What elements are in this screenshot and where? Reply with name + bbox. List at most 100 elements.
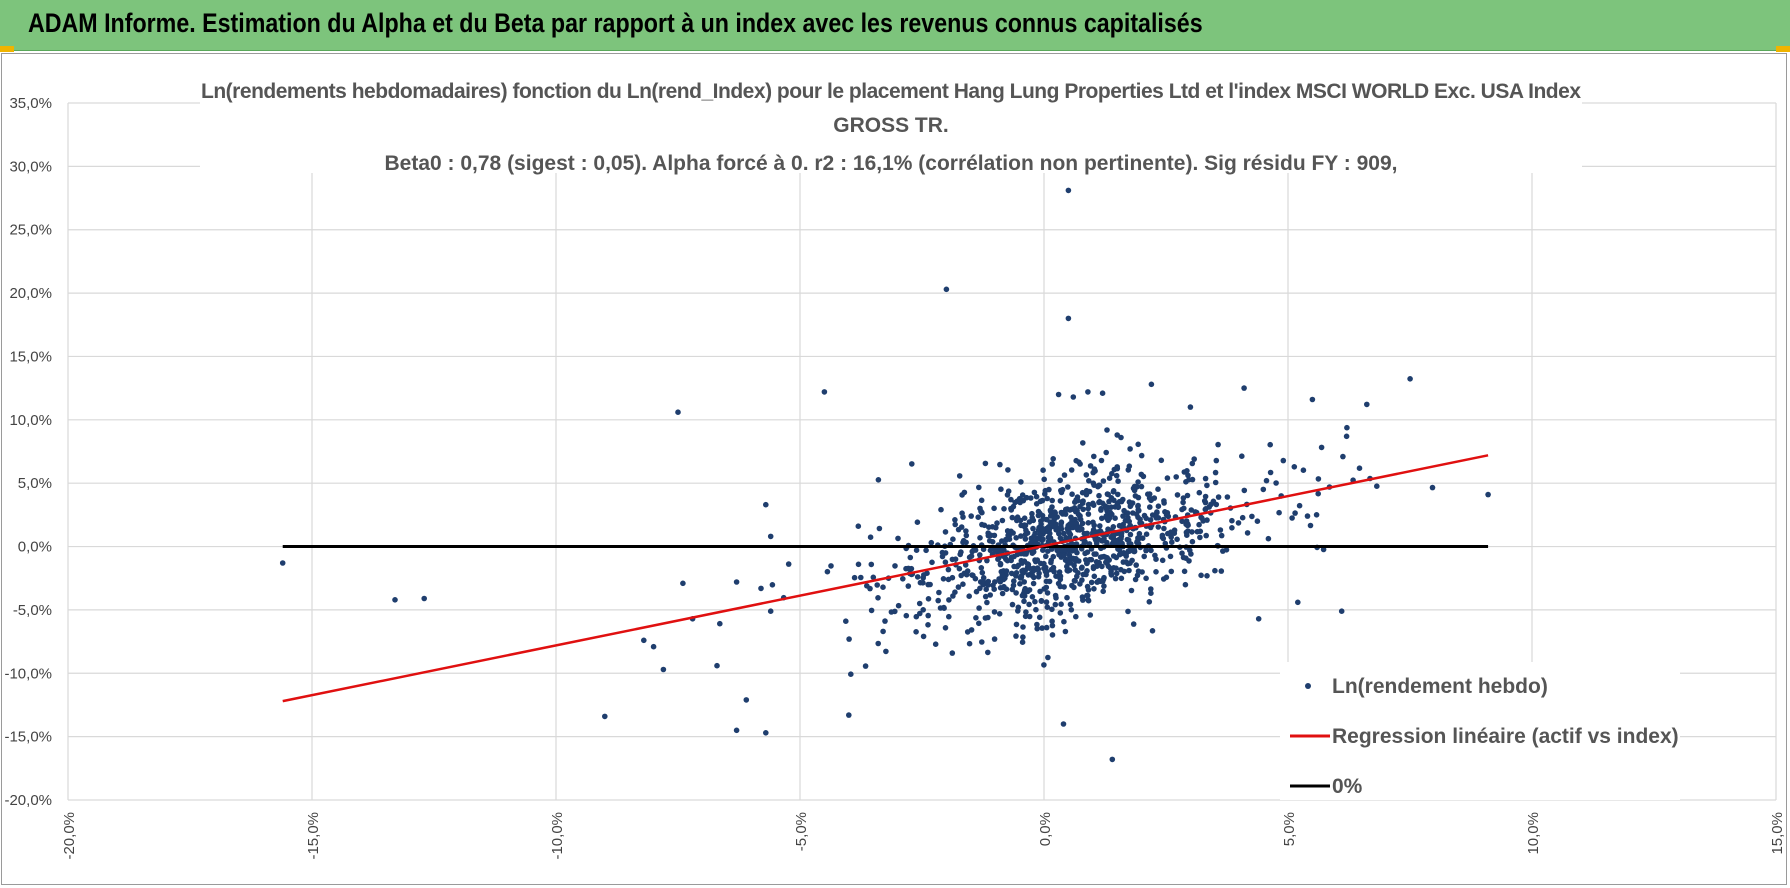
line-series [282, 454, 1489, 703]
scatter-point [1091, 453, 1097, 460]
scatter-point [1035, 512, 1042, 519]
scatter-point [876, 525, 883, 532]
scatter-point [1229, 517, 1235, 524]
legend-label: Regression linéaire (actif vs index) [1332, 725, 1679, 748]
scatter-point [1037, 588, 1043, 595]
scatter-point [1021, 593, 1028, 599]
scatter-point [1179, 550, 1185, 556]
scatter-series [279, 187, 1491, 763]
scatter-point [985, 649, 991, 656]
scatter-point [758, 585, 764, 592]
scatter-point [977, 552, 983, 558]
scatter-point [1043, 572, 1050, 578]
scatter-point [1015, 562, 1022, 569]
scatter-point [1061, 618, 1067, 625]
scatter-point [952, 589, 958, 595]
scatter-point [1067, 507, 1073, 513]
x-tick-label: -20,0% [61, 812, 78, 860]
scatter-point [1125, 514, 1131, 521]
scatter-point [985, 532, 992, 539]
scatter-point [1344, 424, 1350, 431]
scatter-point [1307, 522, 1314, 529]
scatter-point [963, 528, 969, 534]
scatter-point [1249, 513, 1255, 520]
scatter-point [1058, 520, 1064, 527]
scatter-point [923, 547, 929, 554]
scatter-point [855, 523, 862, 529]
scatter-point [1011, 578, 1017, 584]
scatter-point [1060, 721, 1067, 727]
scatter-point [1071, 577, 1078, 584]
scatter-point [1289, 515, 1295, 521]
scatter-point [1229, 525, 1235, 531]
scatter-point [1106, 475, 1113, 482]
scatter-point [675, 409, 681, 416]
scatter-point [1070, 394, 1077, 400]
scatter-point [1304, 513, 1311, 519]
scatter-point [991, 505, 997, 512]
scatter-point [982, 593, 989, 600]
scatter-point [1098, 507, 1104, 513]
scatter-point [1212, 567, 1218, 574]
scatter-point [1100, 588, 1106, 595]
scatter-point [1128, 502, 1134, 509]
scatter-point [1131, 548, 1137, 555]
scatter-point [1318, 444, 1325, 451]
scatter-point [1029, 594, 1036, 600]
scatter-point [921, 572, 927, 578]
x-tick-label: -15,0% [305, 812, 322, 860]
scatter-point [1034, 621, 1040, 628]
scatter-point [1022, 536, 1029, 542]
scatter-point [1017, 581, 1023, 587]
scatter-point [1173, 474, 1179, 480]
scatter-point [1050, 456, 1056, 462]
scatter-point [1099, 563, 1105, 570]
scatter-point [945, 576, 952, 583]
scatter-point [1022, 522, 1029, 529]
scatter-point [1026, 519, 1033, 525]
scatter-point [1181, 568, 1188, 575]
legend-label: 0% [1332, 775, 1363, 798]
scatter-point [1187, 404, 1194, 410]
scatter-point [1020, 634, 1026, 640]
scatter-point [914, 519, 921, 525]
scatter-point [1073, 520, 1080, 527]
scatter-point [1407, 376, 1413, 382]
scatter-point [903, 612, 910, 619]
scatter-point [978, 497, 985, 504]
y-axis-tick-labels: 35,0% 30,0% 25,0% 20,0% 15,0% 10,0% 5,0% 0,0% -5… [4, 95, 52, 809]
scatter-point [1158, 457, 1165, 464]
y-tick-label: -5,0% [13, 602, 52, 619]
scatter-point [1080, 571, 1086, 578]
scatter-point [1018, 574, 1025, 581]
scatter-point [972, 547, 979, 553]
scatter-point [1189, 538, 1196, 545]
scatter-point [1019, 639, 1026, 645]
scatter-point [1004, 492, 1011, 498]
scatter-point [963, 539, 969, 546]
scatter-point [895, 535, 901, 542]
scatter-point [1021, 587, 1028, 593]
y-tick-label: -20,0% [4, 792, 52, 809]
scatter-point [1151, 495, 1158, 501]
chart-title-line: Beta0 : 0,78 (sigest : 0,05). Alpha forc… [385, 152, 1398, 175]
scatter-point [1073, 457, 1079, 464]
scatter-point [1036, 614, 1043, 621]
scatter-point [1087, 463, 1094, 469]
scatter-point [977, 535, 983, 541]
scatter-point [1047, 530, 1053, 537]
scatter-point [1030, 568, 1037, 574]
scatter-point [1061, 547, 1068, 553]
scatter-point [1034, 625, 1040, 632]
scatter-point [1039, 625, 1045, 631]
y-tick-label: 35,0% [9, 95, 52, 112]
scatter-point [950, 536, 956, 542]
scatter-point [1135, 479, 1141, 485]
x-tick-label: -10,0% [549, 812, 566, 860]
chart-title-line: GROSS TR. [833, 114, 949, 137]
scatter-point [1139, 569, 1145, 575]
scatter-point [1315, 476, 1322, 482]
scatter-point [968, 513, 974, 519]
scatter-point [1075, 511, 1082, 518]
scatter-point [1169, 539, 1175, 545]
